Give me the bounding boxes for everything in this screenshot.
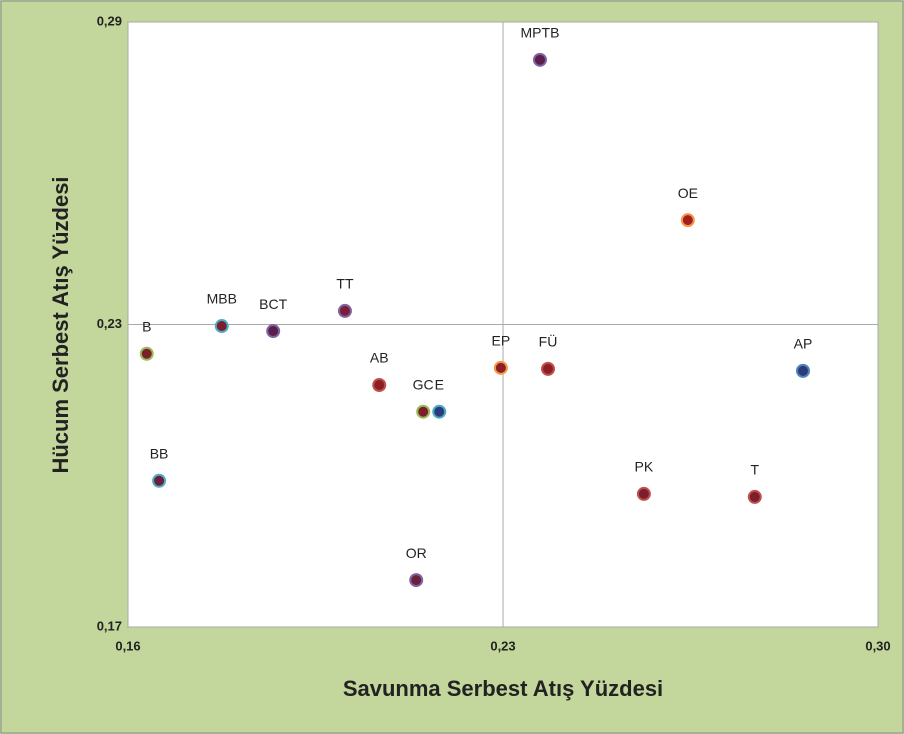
point bbox=[152, 473, 167, 488]
point-label: MPTB bbox=[521, 25, 560, 41]
point bbox=[214, 319, 229, 334]
point-label: OE bbox=[678, 185, 698, 201]
point bbox=[139, 346, 154, 361]
x-tick-label: 0,23 bbox=[490, 638, 515, 653]
point-label: GC bbox=[413, 376, 434, 392]
point-label: OR bbox=[406, 545, 427, 561]
point-label: PK bbox=[635, 459, 654, 475]
point bbox=[541, 361, 555, 376]
point-label: AP bbox=[794, 336, 813, 352]
point-label: T bbox=[751, 462, 760, 478]
point bbox=[409, 573, 424, 588]
point bbox=[432, 404, 447, 419]
x-axis-label: Savunma Serbest Atış Yüzdesi bbox=[343, 676, 663, 701]
point-label: FÜ bbox=[539, 333, 558, 350]
point-label: TT bbox=[336, 276, 354, 292]
point bbox=[337, 303, 352, 318]
point-label: AB bbox=[370, 350, 389, 366]
y-tick-label: 0,29 bbox=[97, 13, 122, 28]
point-label: E bbox=[435, 376, 444, 392]
point bbox=[532, 52, 547, 67]
x-tick-label: 0,16 bbox=[115, 638, 140, 653]
point bbox=[266, 324, 281, 339]
point bbox=[372, 378, 387, 392]
point bbox=[636, 486, 651, 501]
point-label: BB bbox=[150, 445, 169, 461]
point bbox=[796, 363, 810, 378]
y-axis-label: Hücum Serbest Atış Yüzdesi bbox=[48, 176, 73, 473]
point-label: B bbox=[142, 318, 151, 334]
point bbox=[416, 404, 431, 419]
point bbox=[747, 489, 762, 504]
point-label: BCT bbox=[259, 296, 287, 312]
point bbox=[680, 213, 695, 228]
point-label: MBB bbox=[207, 291, 237, 307]
y-tick-label: 0,17 bbox=[97, 618, 122, 633]
point bbox=[493, 360, 508, 375]
point-label: EP bbox=[492, 333, 511, 349]
y-tick-label: 0,23 bbox=[97, 316, 122, 331]
x-tick-label: 0,30 bbox=[865, 638, 890, 653]
